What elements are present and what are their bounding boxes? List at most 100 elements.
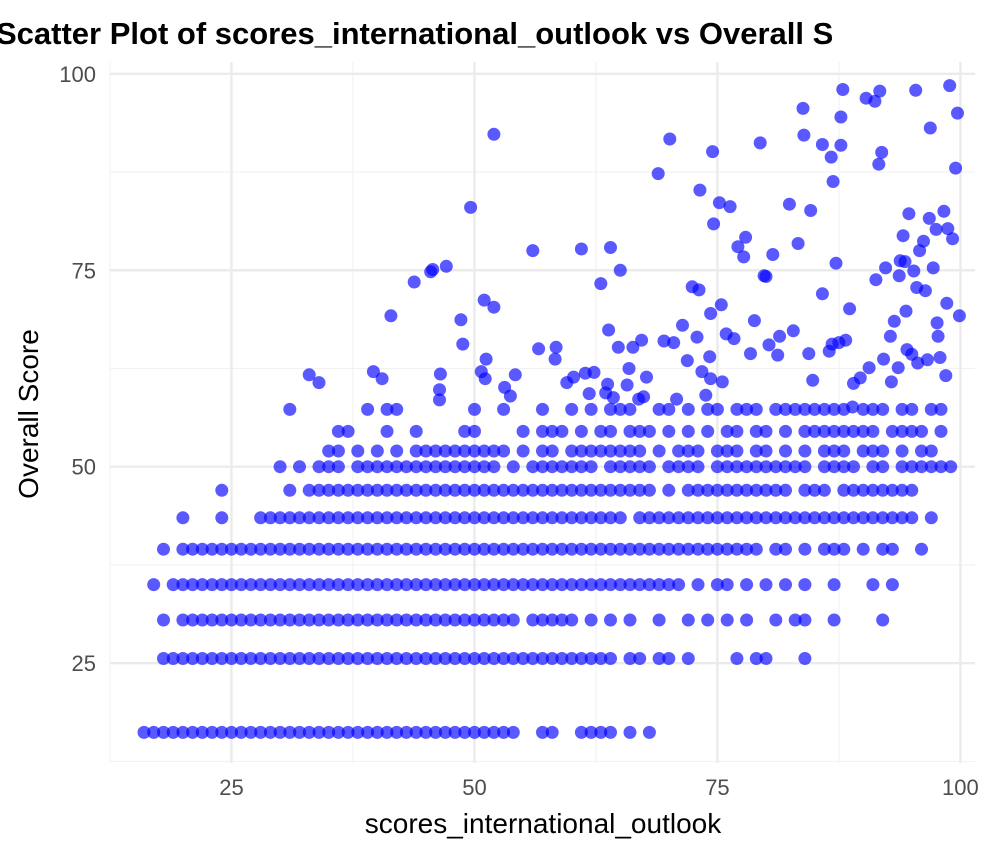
scatter-point [730, 444, 744, 458]
scatter-point [642, 460, 656, 474]
scatter-point [704, 372, 718, 386]
scatter-point [438, 652, 452, 665]
scatter-point [902, 207, 916, 221]
scatter-point [409, 424, 423, 438]
scatter-point [448, 725, 462, 739]
scatter-point [681, 613, 695, 627]
scatter-point [633, 578, 647, 592]
scatter-point [458, 652, 472, 665]
scatter-point [380, 725, 394, 739]
scatter-point [283, 613, 297, 627]
scatter-point [710, 511, 724, 525]
scatter-point [944, 460, 958, 474]
scatter-point [283, 652, 297, 665]
scatter-point [786, 324, 800, 338]
scatter-point [720, 424, 734, 438]
scatter-point [876, 460, 890, 474]
scatter-point [720, 460, 734, 474]
scatter-point [695, 365, 709, 379]
scatter-point [468, 613, 481, 627]
scatter-point [331, 424, 345, 438]
scatter-point [876, 511, 890, 525]
scatter-point [293, 613, 306, 627]
scatter-point [254, 578, 268, 592]
scatter-point [740, 511, 754, 525]
scatter-point [526, 542, 540, 556]
scatter-point [351, 511, 365, 525]
scatter-point [706, 145, 720, 159]
scatter-point [623, 578, 637, 592]
scatter-point [817, 542, 831, 556]
scatter-point [868, 94, 882, 108]
scatter-point [633, 444, 647, 458]
scatter-point [594, 578, 608, 592]
scatter-point [283, 578, 297, 592]
scatter-point [594, 652, 608, 665]
scatter-point [930, 316, 944, 330]
scatter-point [508, 368, 522, 382]
scatter-point [915, 460, 928, 474]
scatter-point [720, 542, 734, 556]
scatter-point [710, 402, 724, 416]
scatter-point [704, 307, 718, 320]
scatter-point [759, 578, 773, 592]
scatter-point [749, 511, 763, 525]
scatter-point [312, 578, 326, 592]
scatter-point [924, 460, 938, 474]
scatter-point [798, 424, 812, 438]
scatter-point [565, 613, 579, 627]
scatter-point [419, 460, 433, 474]
scatter-point [633, 483, 647, 497]
scatter-point [331, 578, 345, 592]
scatter-point [899, 304, 913, 318]
scatter-point [946, 232, 960, 246]
scatter-point [710, 444, 724, 458]
scatter-point [703, 350, 717, 364]
scatter-point [438, 511, 452, 525]
scatter-point [788, 460, 802, 474]
scatter-point [506, 652, 520, 665]
scatter-point [808, 483, 822, 497]
scatter-point [438, 483, 452, 497]
scatter-point [611, 340, 625, 354]
scatter-point [536, 460, 549, 474]
scatter-point [779, 578, 792, 592]
scatter-point [691, 542, 705, 556]
scatter-point [429, 460, 443, 474]
scatter-point [433, 367, 447, 381]
scatter-point [565, 402, 579, 416]
scatter-point [479, 352, 493, 366]
scatter-point [526, 652, 540, 665]
scatter-point [827, 578, 841, 592]
scatter-point [652, 402, 666, 416]
scatter-point [448, 483, 462, 497]
scatter-point [234, 578, 248, 592]
scatter-point [506, 542, 520, 556]
scatter-point [584, 460, 598, 474]
scatter-point [873, 84, 887, 98]
scatter-point [341, 542, 355, 556]
scatter-point [448, 460, 462, 474]
scatter-point [351, 725, 365, 739]
scatter-point [567, 370, 581, 384]
scatter-point [361, 402, 375, 416]
scatter-point [652, 613, 666, 627]
scatter-point [749, 402, 763, 416]
scatter-point [370, 444, 384, 458]
scatter-point [468, 578, 481, 592]
scatter-point [759, 460, 773, 474]
scatter-point [681, 511, 695, 525]
scatter-point [584, 444, 598, 458]
scatter-point [856, 542, 870, 556]
scatter-point [487, 444, 501, 458]
scatter-point [166, 578, 180, 592]
scatter-point [438, 542, 452, 556]
scatter-point [322, 444, 336, 458]
scatter-point [937, 204, 951, 218]
scatter-point [766, 248, 780, 261]
scatter-point [662, 402, 676, 416]
scatter-point [574, 483, 588, 497]
scatter-point [681, 483, 695, 497]
scatter-point [263, 542, 277, 556]
scatter-point [407, 275, 421, 289]
